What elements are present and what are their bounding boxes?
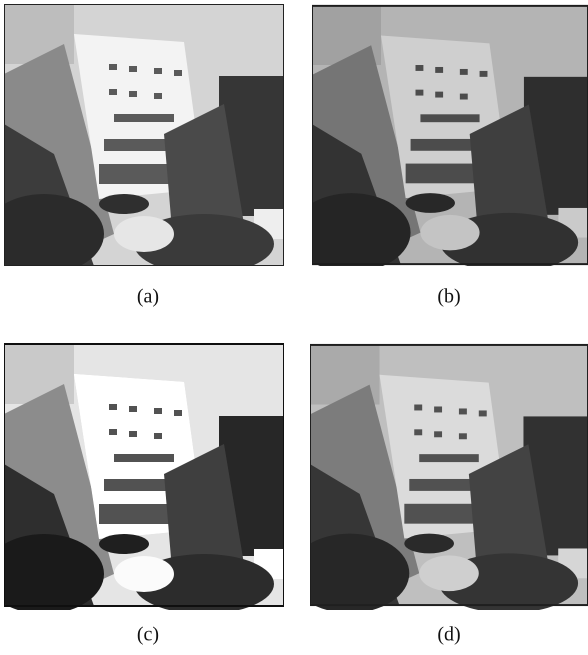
page: (a) (b) (c) (d) (() => { const data = JS… — [0, 0, 588, 655]
figure: (a) (b) (c) (d) — [0, 0, 588, 655]
panel-label: (c) — [137, 624, 159, 646]
photo — [0, 344, 284, 614]
panel-label: (b) — [437, 286, 460, 308]
photo — [0, 4, 284, 274]
photo — [290, 345, 588, 613]
photo — [292, 6, 588, 272]
panel-label: (d) — [437, 624, 460, 646]
panel-label: (a) — [137, 286, 159, 308]
